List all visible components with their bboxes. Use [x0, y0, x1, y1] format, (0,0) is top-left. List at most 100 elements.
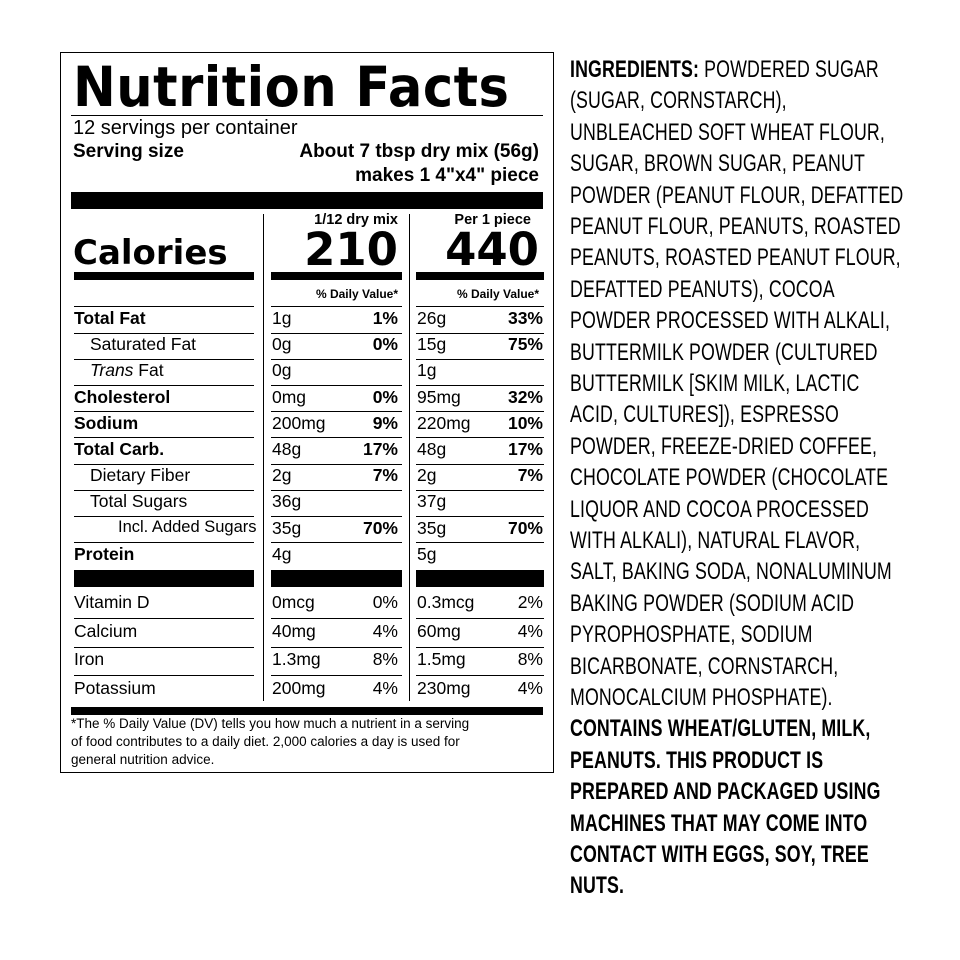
col2-amount: 26g	[417, 308, 447, 328]
vitamin-name: Potassium	[74, 677, 156, 698]
col2-amount: 35g	[417, 517, 447, 538]
row-divider	[74, 542, 254, 544]
row-divider	[416, 515, 544, 517]
col2-dv: 10%	[507, 412, 543, 433]
row-divider	[271, 542, 402, 544]
col1-amount: 35g	[272, 517, 302, 538]
row-divider	[416, 646, 544, 648]
col2-dv: 7%	[517, 465, 543, 486]
row-divider	[271, 437, 402, 439]
nutrient-name: Cholesterol	[74, 386, 171, 407]
label-title: Nutrition Facts	[73, 55, 510, 119]
ingredients-text: POWDER, FREEZE-DRIED COFFEE,	[570, 432, 878, 460]
col1-amount: 0mcg	[272, 592, 315, 612]
thick-divider	[416, 570, 544, 587]
col2-amount: 2g	[417, 465, 437, 486]
ingredients-line: BAKING POWDER (SODIUM ACID	[570, 590, 854, 618]
ingredients-line: UNBLEACHED SOFT WHEAT FLOUR,	[570, 119, 885, 147]
col2-amount: 1.5mg	[417, 649, 466, 669]
vitamin-name: Iron	[74, 649, 105, 669]
calories-label: Calories	[73, 233, 228, 273]
col2-amount: 1g	[417, 360, 437, 381]
row-divider	[271, 384, 402, 386]
ingredients-line: BUTTERMILK POWDER (CULTURED	[570, 339, 878, 367]
row-divider	[416, 542, 544, 544]
ingredients-line: BUTTERMILK [SKIM MILK, LACTIC	[570, 370, 859, 398]
row-divider	[271, 463, 402, 465]
ingredients-text: DEFATTED PEANUTS), COCOA	[570, 275, 835, 303]
ingredients-line: PREPARED AND PACKAGED USING	[570, 778, 881, 806]
col1-dv: 1%	[372, 308, 398, 328]
ingredients-line: POWDER (PEANUT FLOUR, DEFATTED	[570, 182, 903, 210]
row-divider	[74, 358, 254, 360]
ingredients-text: (SUGAR, CORNSTARCH),	[570, 87, 787, 115]
ingredients-line: PEANUTS. THIS PRODUCT IS	[570, 747, 823, 775]
col1-amount: 0g	[272, 360, 292, 381]
nutrient-name: Protein	[74, 543, 135, 564]
col1-calories: 210	[304, 223, 398, 276]
col2-amount: 5g	[417, 543, 437, 564]
col2-calories: 440	[445, 223, 539, 276]
row-divider	[74, 306, 254, 307]
ingredients-text: CONTACT WITH EGGS, SOY, TREE	[570, 841, 869, 868]
col1-dv: 9%	[372, 412, 398, 433]
col2-amount: 0.3mcg	[417, 592, 475, 612]
column-divider	[263, 214, 264, 701]
col1-dv: 70%	[362, 517, 398, 538]
ingredients-line: CHOCOLATE POWDER (CHOCOLATE	[570, 464, 888, 492]
serving-size-value: About 7 tbsp dry mix (56g)	[299, 141, 539, 162]
ingredients-text: MONOCALCIUM PHOSPHATE).	[570, 684, 833, 711]
row-divider	[416, 332, 544, 334]
col2-dv: 75%	[507, 334, 543, 355]
col1-amount: 1.3mg	[272, 649, 321, 669]
ingredients-text: PYROPHOSPHATE, SODIUM	[570, 621, 813, 649]
ingredients-text: PEANUTS, ROASTED PEANUT FLOUR,	[570, 244, 901, 272]
ingredients-line: (SUGAR, CORNSTARCH),	[570, 87, 787, 115]
dv-header-col1: % Daily Value*	[315, 287, 398, 301]
ingredients-line: MONOCALCIUM PHOSPHATE).	[570, 684, 833, 712]
col1-amount: 40mg	[272, 620, 316, 641]
nutrient-name: Total Fat	[74, 308, 146, 328]
ingredients-text: MACHINES THAT MAY COME INTO	[570, 809, 868, 837]
nutrient-name: Total Sugars	[90, 491, 188, 512]
col2-amount: 220mg	[417, 412, 471, 433]
footnote-line: *The % Daily Value (DV) tells you how mu…	[71, 716, 470, 731]
row-divider	[271, 515, 402, 517]
col1-amount: 0mg	[272, 386, 307, 407]
row-divider	[271, 675, 402, 676]
ingredients-text: POWDER (PEANUT FLOUR, DEFATTED	[570, 181, 904, 209]
row-divider	[271, 358, 402, 360]
ingredients-text: ACID, CULTURES]), ESPRESSO	[570, 401, 839, 429]
row-divider	[74, 384, 254, 386]
col1-amount: 1g	[272, 308, 292, 328]
thick-divider	[271, 570, 402, 587]
dv-header-col2: % Daily Value*	[456, 287, 539, 301]
col2-dv: 33%	[507, 308, 543, 328]
col1-dv: 4%	[372, 677, 398, 698]
calories-bar	[271, 272, 402, 280]
ingredients-text: BICARBONATE, CORNSTARCH,	[570, 652, 839, 680]
footnote: *The % Daily Value (DV) tells you how mu…	[71, 715, 469, 769]
col1-amount: 4g	[272, 543, 292, 564]
ingredients-text: BUTTERMILK [SKIM MILK, LACTIC	[570, 370, 860, 397]
ingredients-line: PYROPHOSPHATE, SODIUM	[570, 621, 813, 649]
ingredients-line: CONTACT WITH EGGS, SOY, TREE	[570, 841, 869, 869]
nutrient-name: Trans Fat	[90, 360, 164, 381]
ingredients-line: MACHINES THAT MAY COME INTO	[570, 810, 867, 838]
row-divider	[416, 489, 544, 491]
col1-dv: 0%	[372, 592, 398, 612]
nutrition-facts-label: Nutrition Facts 12 servings per containe…	[60, 52, 554, 773]
ingredients-line: POWDER, FREEZE-DRIED COFFEE,	[570, 433, 877, 461]
ingredients-text: BAKING POWDER (SODIUM ACID	[570, 589, 855, 617]
thick-divider	[74, 570, 254, 587]
serving-size-piece: makes 1 4"x4" piece	[355, 165, 539, 186]
col2-amount: 95mg	[417, 386, 461, 407]
col2-amount: 48g	[417, 439, 447, 459]
col2-amount: 37g	[417, 491, 447, 512]
row-divider	[271, 646, 402, 648]
nutrient-name: Sodium	[74, 412, 139, 433]
row-divider	[271, 618, 402, 619]
col1-amount: 0g	[272, 334, 292, 355]
divider	[71, 115, 543, 116]
ingredients-text: NUTS.	[570, 872, 625, 900]
